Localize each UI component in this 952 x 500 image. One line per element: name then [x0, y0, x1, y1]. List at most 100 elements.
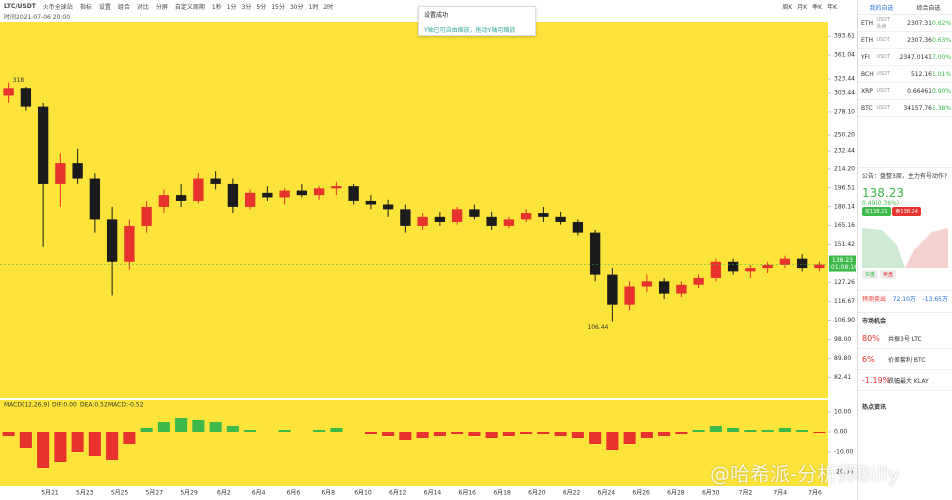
watch-row[interactable]: BCH USDT 512.16 1.01% [858, 66, 952, 83]
opp-name: 价差套利 BTC [888, 356, 926, 364]
quote: USDT [876, 37, 891, 43]
y-tick-label: 250.20 [834, 132, 855, 139]
candle-body [745, 268, 756, 272]
macd-title: MACD(12,26,9) [4, 402, 50, 409]
tool-item[interactable]: 设置 [98, 3, 111, 11]
candle-body [106, 219, 118, 262]
macd-bar [554, 432, 567, 436]
chart: 393.61 361.04 323.44 303.44 278.10 250.20 232.… [0, 22, 857, 497]
candle-body [486, 216, 497, 226]
period[interactable]: 季K [812, 3, 823, 11]
price: 2307.31 [907, 19, 932, 27]
period[interactable]: 周K [782, 3, 793, 11]
y-tick-label: 82.41 [834, 374, 851, 381]
macd-bar [675, 432, 688, 434]
tab[interactable]: 我的自选 [869, 4, 894, 12]
x-tick-label: 5月23 [76, 490, 94, 497]
toast-message: Y轴已可自由缩放，拖动Y轴可缩放 [424, 27, 516, 34]
candle-body [434, 216, 446, 222]
tool-item[interactable]: 组合 [117, 3, 130, 11]
candle-body [313, 188, 325, 196]
sell-button[interactable]: 卖138.24 [892, 207, 921, 216]
watch-row[interactable]: XRP USDT 0.66461 0.90% [858, 83, 952, 100]
period[interactable]: 1时 [308, 3, 319, 11]
y-tick-label: 323.44 [834, 76, 855, 83]
period[interactable]: 2时 [323, 3, 334, 11]
notice: 公告：盘整3周，主力有号动作? [858, 167, 952, 183]
macd-bar [761, 430, 774, 432]
y-tick-label: 180.14 [834, 203, 855, 210]
opp-name: 跌幅最大 KLAY [888, 377, 929, 385]
y-tick-label: 196.51 [834, 184, 855, 191]
tool-item[interactable]: 对比 [136, 3, 149, 11]
period[interactable]: 30分 [289, 3, 304, 11]
opp-row[interactable]: -1.19% 跌幅最大 KLAY [858, 370, 952, 391]
flow-in: 72.10万 [892, 296, 916, 303]
period[interactable]: 3分 [241, 3, 252, 11]
y-tick-label: 98.00 [834, 336, 851, 343]
candle-body [607, 274, 618, 305]
macd-bar [71, 432, 84, 452]
watch-row[interactable]: ETH USDT 2307.36 0.63% [858, 32, 952, 49]
countdown: 01:08:16 [831, 264, 857, 271]
period[interactable]: 1分 [226, 3, 237, 11]
x-tick-label: 5月29 [180, 490, 198, 497]
pair[interactable]: LTC/USDT [4, 2, 36, 10]
opp-row[interactable]: 6% 价差套利 BTC [858, 349, 952, 370]
macd-bar [796, 430, 809, 432]
bid-label: 买盘 [862, 270, 879, 279]
change: 1.01% [931, 70, 952, 78]
macd-bar [140, 428, 153, 432]
quote: USDT 永续 [876, 16, 891, 30]
candle-body [538, 213, 549, 217]
tool-item[interactable]: 指标 [79, 3, 92, 11]
x-tick-label: 6月16 [459, 490, 477, 497]
period[interactable]: 月K [797, 3, 808, 11]
opp-pct: 80% [862, 333, 880, 343]
macd-bar [37, 432, 50, 468]
tool-item[interactable]: 分屏 [155, 3, 168, 11]
y-tick-label: 151.42 [834, 241, 855, 248]
period[interactable]: 1秒 [211, 3, 222, 11]
macd-bar [640, 432, 653, 438]
exchange[interactable]: 火币全球站 [42, 3, 73, 11]
macd-bar [2, 432, 15, 436]
macd-bar [192, 420, 205, 432]
candle-body [262, 192, 273, 198]
macd-bar [278, 430, 291, 432]
symbol: ETH [861, 19, 873, 27]
period[interactable]: 15分 [271, 3, 285, 11]
tool-item[interactable]: 自定义周期 [174, 3, 205, 11]
toast: 设置成功 Y轴已可自由缩放，拖动Y轴可缩放 [418, 6, 536, 36]
watermark: @哈希派-分析师Billy [710, 462, 900, 486]
opportunities: 80% 共振3号 LTC 6% 价差套利 BTC -1.19% 跌幅最大 KLAY [858, 328, 952, 391]
long-periods: 周K 月K 季K 年K [782, 2, 857, 11]
macd-bar [416, 432, 429, 438]
y-tick-label: 393.61 [834, 33, 855, 40]
price: 2347.0141 [899, 53, 932, 61]
x-tick-label: 6月8 [321, 490, 335, 497]
period[interactable]: 5分 [256, 3, 267, 11]
change: 7.00% [931, 53, 952, 61]
side-panel: 我的自选 综合自选 ETH USDT 永续 2307.31 0.62% ETH USDT 2… [857, 0, 952, 500]
periods: 1秒 1分 3分 5分 15分 30分 1时 2时 [212, 2, 333, 11]
macd-val: MACD:-0.52 [108, 402, 144, 409]
candle-body [658, 281, 670, 294]
last-price: 138.23 [832, 257, 853, 264]
opp-row[interactable]: 80% 共振3号 LTC [858, 328, 952, 349]
macd-bar [589, 432, 602, 444]
macd-bar [606, 432, 619, 450]
watch-row[interactable]: YFI USDT 2347.0141 7.00% [858, 49, 952, 66]
change: 0.62% [931, 19, 952, 27]
flow-out: -13.65万 [922, 296, 948, 303]
x-tick-label: 6月18 [493, 490, 511, 497]
watch-row[interactable]: BTC USDT 34157.76 1.38% [858, 100, 952, 117]
x-tick-label: 6月2 [217, 490, 231, 497]
period[interactable]: 年K [827, 3, 837, 11]
info-time: 时间2021-07-06 20:00 [4, 14, 71, 21]
watch-row[interactable]: ETH USDT 永续 2307.31 0.62% [858, 15, 952, 32]
buy-button[interactable]: 买138.21 [862, 207, 891, 216]
macd-bar [54, 432, 67, 462]
tab[interactable]: 综合自选 [916, 4, 941, 12]
opp-title: 市场机会 [858, 312, 952, 328]
